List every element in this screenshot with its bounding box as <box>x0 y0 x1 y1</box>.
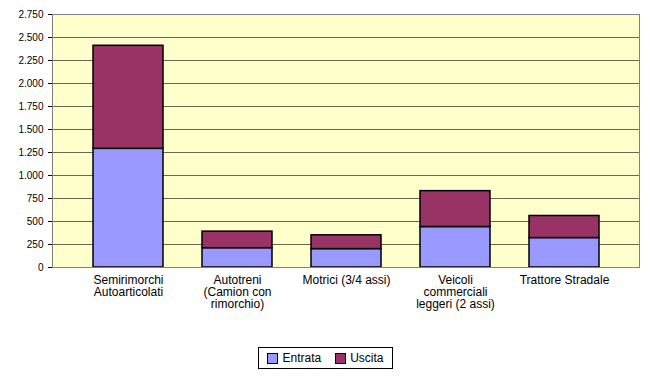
svg-text:1.000: 1.000 <box>18 170 43 181</box>
svg-text:Motrici (3/4 assi): Motrici (3/4 assi) <box>302 273 390 287</box>
svg-text:2.500: 2.500 <box>18 32 43 43</box>
svg-text:500: 500 <box>27 216 44 227</box>
svg-text:Veicolicommercialileggeri (2 a: Veicolicommercialileggeri (2 assi) <box>416 273 495 311</box>
svg-text:0: 0 <box>38 262 44 273</box>
svg-text:SemirimorchiAutoarticolati: SemirimorchiAutoarticolati <box>93 273 163 299</box>
svg-text:1.500: 1.500 <box>18 124 43 135</box>
html-text:Uscita: Uscita <box>350 351 384 365</box>
svg-text:1.250: 1.250 <box>18 147 43 158</box>
html-text:Entrata: Entrata <box>282 351 322 365</box>
svg-text:2.250: 2.250 <box>18 55 43 66</box>
svg-text:750: 750 <box>27 193 44 204</box>
svg-text:Trattore Stradale: Trattore Stradale <box>520 273 610 287</box>
svg-text:2.000: 2.000 <box>18 78 43 89</box>
svg-text:250: 250 <box>27 239 44 250</box>
svg-text:1.750: 1.750 <box>18 101 43 112</box>
svg-text:Autotreni(Camion conrimorchio): Autotreni(Camion conrimorchio) <box>203 273 271 311</box>
svg-text:2.750: 2.750 <box>18 9 43 20</box>
